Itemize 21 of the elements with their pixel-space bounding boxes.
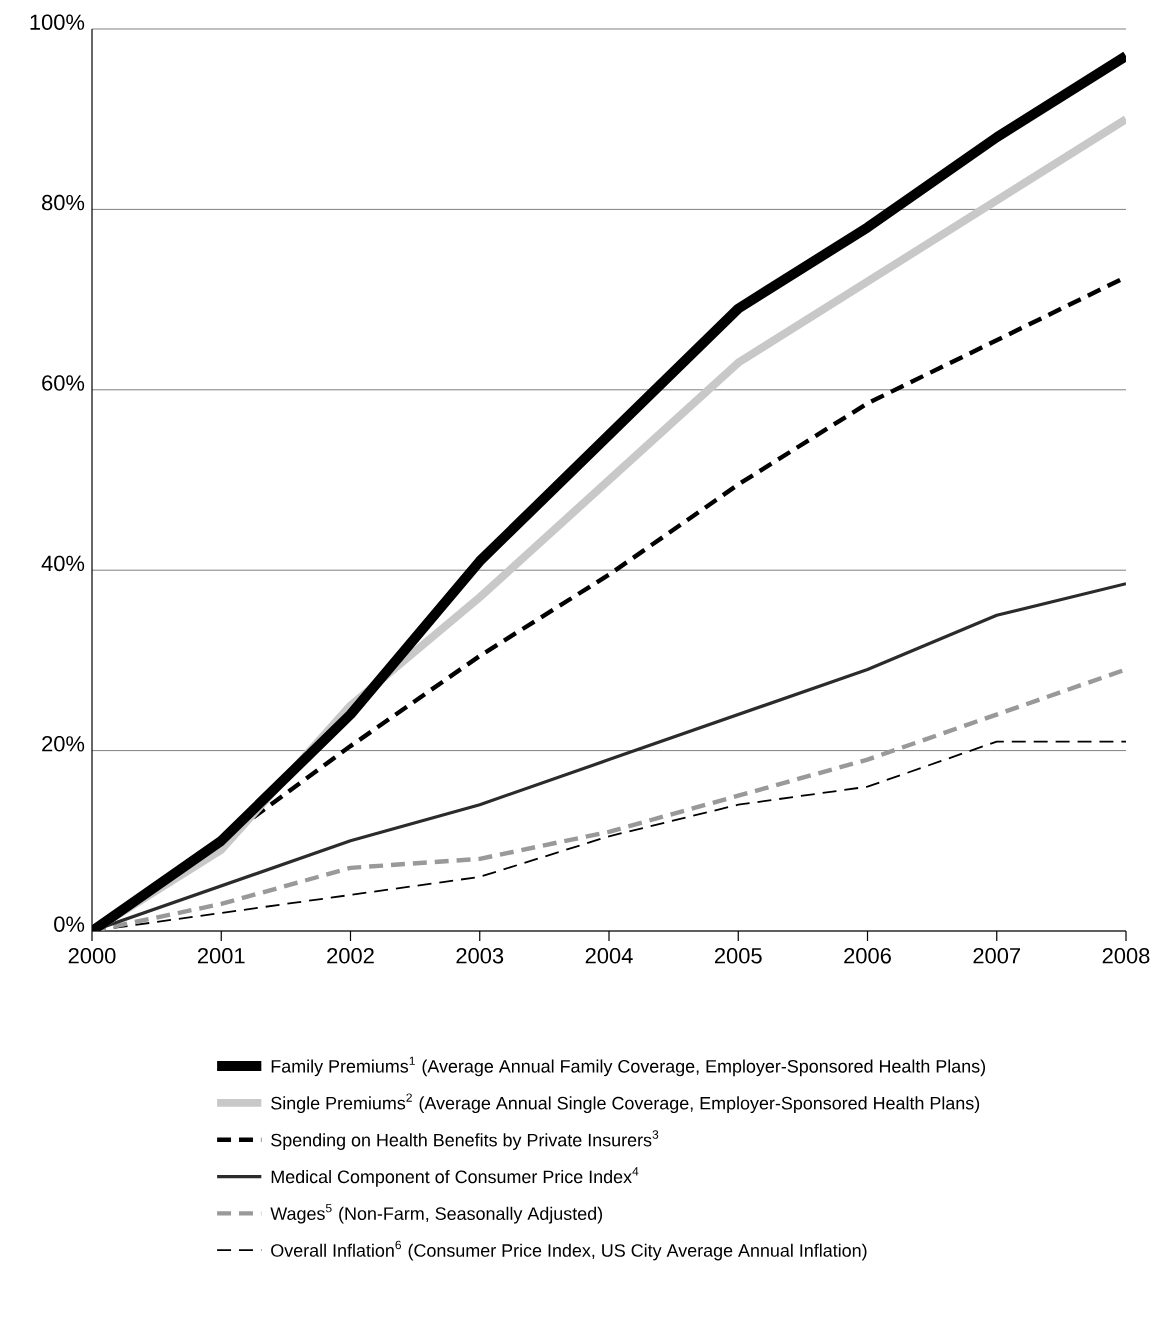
x-tick-label: 2004 [585,948,633,964]
x-tick-label: 2007 [973,948,1021,964]
x-tick-label: 2001 [197,948,245,964]
legend-label: Overall Inflation$^{6}$ (Consumer Price Index, US City Average Annual Inflation) [271,1240,867,1261]
x-tick-label: 2006 [844,948,891,964]
y-tick-label: 60% [42,375,85,391]
y-tick-label: 100% [30,14,85,30]
y-tick-label: 0% [54,916,85,932]
y-tick-label: 20% [42,736,85,752]
x-tick-label: 2003 [456,948,504,964]
y-tick-label: 80% [42,194,85,211]
x-tick-label: 2000 [68,948,116,964]
legend-label: Spending on Health Benefits by Private Insurers$^{3}$ [271,1130,659,1150]
legend-label: Single Premiums$^{2}$ (Average Annual Single Coverage, Employer-Sponsored Health Plans) [271,1093,980,1114]
legend-label: Wages$^{5}$ (Non-Farm, Seasonally Adjusted) [270,1203,603,1224]
x-tick-label: 2002 [327,948,374,964]
legend-label: Medical Component of Consumer Price Index$^{4}$ [271,1167,639,1187]
y-tick-label: 40% [41,555,85,572]
x-tick-label: 2005 [714,948,762,964]
x-tick-label: 2008 [1102,948,1150,964]
legend-label: Family Premiums$^{1}$ (Average Annual Family Coverage, Employer-Sponsored Health Plans) [271,1056,986,1077]
